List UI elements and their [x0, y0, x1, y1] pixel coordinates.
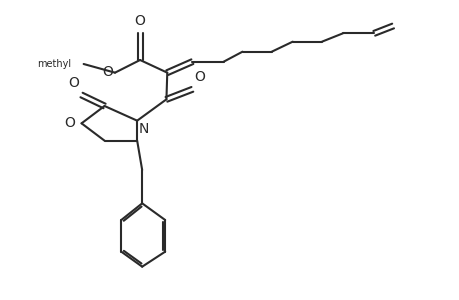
Text: O: O [194, 70, 205, 84]
Text: O: O [65, 116, 75, 130]
Text: N: N [138, 122, 148, 136]
Text: O: O [68, 76, 79, 90]
Text: O: O [134, 14, 145, 28]
Text: O: O [102, 65, 113, 79]
Text: methyl: methyl [38, 59, 72, 69]
